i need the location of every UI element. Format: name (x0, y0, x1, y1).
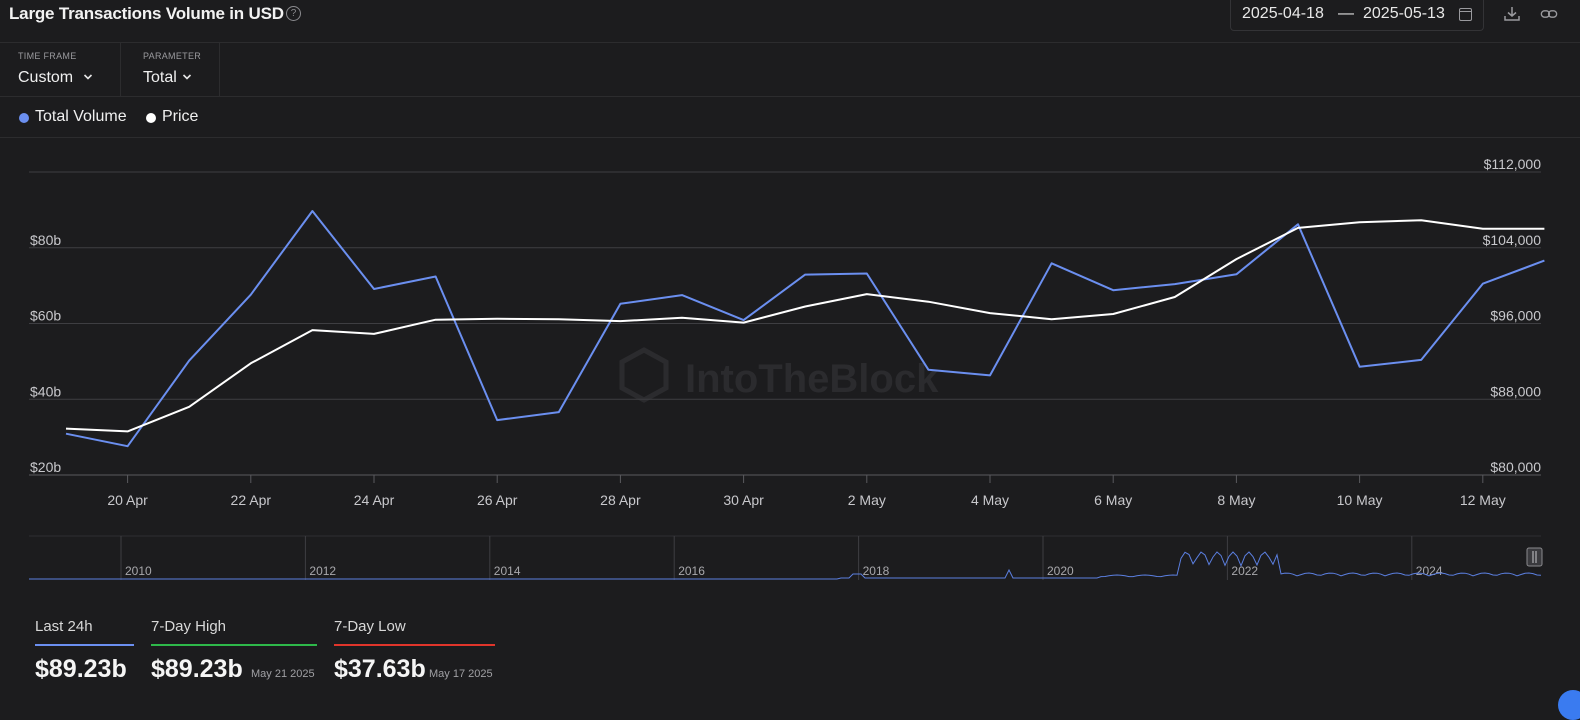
y-axis-right: $80,000 $88,000 $96,000 $104,000 $112,000 (1483, 156, 1542, 475)
y-left-tick-label: $80b (30, 232, 61, 248)
navigator-year-label: 2014 (494, 564, 521, 578)
x-tick-label: 22 Apr (231, 492, 272, 508)
download-icon[interactable] (1503, 6, 1521, 22)
navigator-year-label: 2010 (125, 564, 152, 578)
legend-dot (19, 113, 29, 123)
range-navigator[interactable]: 2010 2012 2014 2016 2018 2020 2022 2024 (29, 535, 1543, 580)
divider (219, 42, 220, 96)
x-tick-label: 2 May (848, 492, 886, 508)
x-tick-label: 4 May (971, 492, 1009, 508)
date-separator: — (1338, 5, 1354, 22)
chevron-down-icon[interactable] (182, 72, 192, 82)
x-tick-label: 20 Apr (107, 492, 148, 508)
stat-label: Last 24h (35, 618, 93, 635)
x-tick-label: 24 Apr (354, 492, 395, 508)
date-range-picker[interactable]: 2025-04-18 — 2025-05-13 (1230, 0, 1484, 31)
parameter-label: PARAMETER (143, 51, 202, 61)
calendar-icon[interactable] (1459, 8, 1472, 21)
y-left-tick-label: $20b (30, 459, 61, 475)
stats-panel: Last 24h $89.23b 7-Day High $89.23b May … (0, 610, 1580, 702)
link-icon[interactable] (1540, 6, 1558, 22)
watermark: IntoTheBlock (619, 347, 939, 403)
y-left-tick-label: $60b (30, 308, 61, 324)
chevron-down-icon[interactable] (83, 72, 93, 82)
legend-item-total-volume[interactable]: Total Volume (19, 108, 127, 126)
y-right-tick-label: $80,000 (1490, 459, 1541, 475)
divider (120, 42, 121, 96)
parameter-value[interactable]: Total (143, 69, 177, 86)
stat-label: 7-Day Low (334, 618, 406, 635)
legend-label: Total Volume (35, 108, 127, 125)
stat-underline (334, 644, 495, 646)
navigator-history-line (29, 551, 1542, 580)
x-tick-label: 6 May (1094, 492, 1132, 508)
navigator-background (29, 536, 1541, 580)
time-frame-value[interactable]: Custom (18, 69, 74, 86)
navigator-year-label: 2012 (309, 564, 336, 578)
series-line-price (65, 219, 1545, 433)
x-tick-label: 28 Apr (600, 492, 641, 508)
stat-underline (35, 644, 134, 646)
navigator-year-label: 2022 (1231, 564, 1258, 578)
navigator-year-label: 2024 (1416, 564, 1443, 578)
help-chat-button[interactable] (1558, 690, 1580, 720)
navigator-year-label: 2016 (678, 564, 705, 578)
navigator-year-label: 2018 (863, 564, 890, 578)
x-tick-label: 8 May (1217, 492, 1255, 508)
x-tick-label: 10 May (1337, 492, 1383, 508)
stat-label: 7-Day High (151, 618, 227, 635)
chart-title: Large Transactions Volume in USD (9, 4, 284, 23)
y-right-tick-label: $112,000 (1484, 156, 1542, 172)
date-to[interactable]: 2025-05-13 (1363, 5, 1445, 22)
series-line-total-volume (65, 210, 1545, 448)
x-tick-label: 26 Apr (477, 492, 518, 508)
chart-header: Large Transactions Volume in USD ? 2025-… (0, 0, 1580, 43)
date-from[interactable]: 2025-04-18 (1242, 5, 1324, 22)
y-left-tick-label: $40b (30, 383, 61, 399)
stat-underline (151, 644, 317, 646)
stat-value: $37.63b (334, 655, 426, 683)
legend-item-price[interactable]: Price (146, 108, 198, 126)
help-icon[interactable]: ? (286, 6, 301, 21)
stat-value: $89.23b (151, 655, 243, 683)
y-right-tick-label: $96,000 (1490, 308, 1541, 324)
navigator-range-handle (1526, 547, 1543, 567)
watermark-text: IntoTheBlock (685, 357, 939, 401)
x-tick-label: 30 Apr (723, 492, 764, 508)
legend-dot (146, 113, 156, 123)
series-lines (65, 210, 1545, 448)
watermark-logo (619, 347, 669, 403)
stat-value: $89.23b (35, 655, 127, 683)
gridlines (29, 171, 1541, 476)
y-axis-left: $20b $40b $60b $80b (30, 232, 61, 475)
y-right-tick-label: $88,000 (1490, 383, 1541, 399)
time-frame-label: TIME FRAME (18, 51, 77, 61)
chart-legend: Total Volume Price (0, 97, 1580, 138)
x-axis: 20 Apr 22 Apr 24 Apr 26 Apr 28 Apr 30 Apr 2 Ma… (107, 475, 1506, 508)
navigator-year-label: 2020 (1047, 564, 1074, 578)
chart-plot[interactable]: IntoTheBlock $20b $40b $60b $80b $80,000 $88… (0, 0, 1580, 610)
stat-date: May 17 2025 (429, 668, 493, 680)
stat-date: May 21 2025 (251, 668, 315, 680)
chart-controls: TIME FRAME Custom PARAMETER Total (0, 42, 1580, 97)
x-tick-label: 12 May (1460, 492, 1506, 508)
y-right-tick-label: $104,000 (1483, 232, 1542, 248)
legend-label: Price (162, 108, 199, 125)
